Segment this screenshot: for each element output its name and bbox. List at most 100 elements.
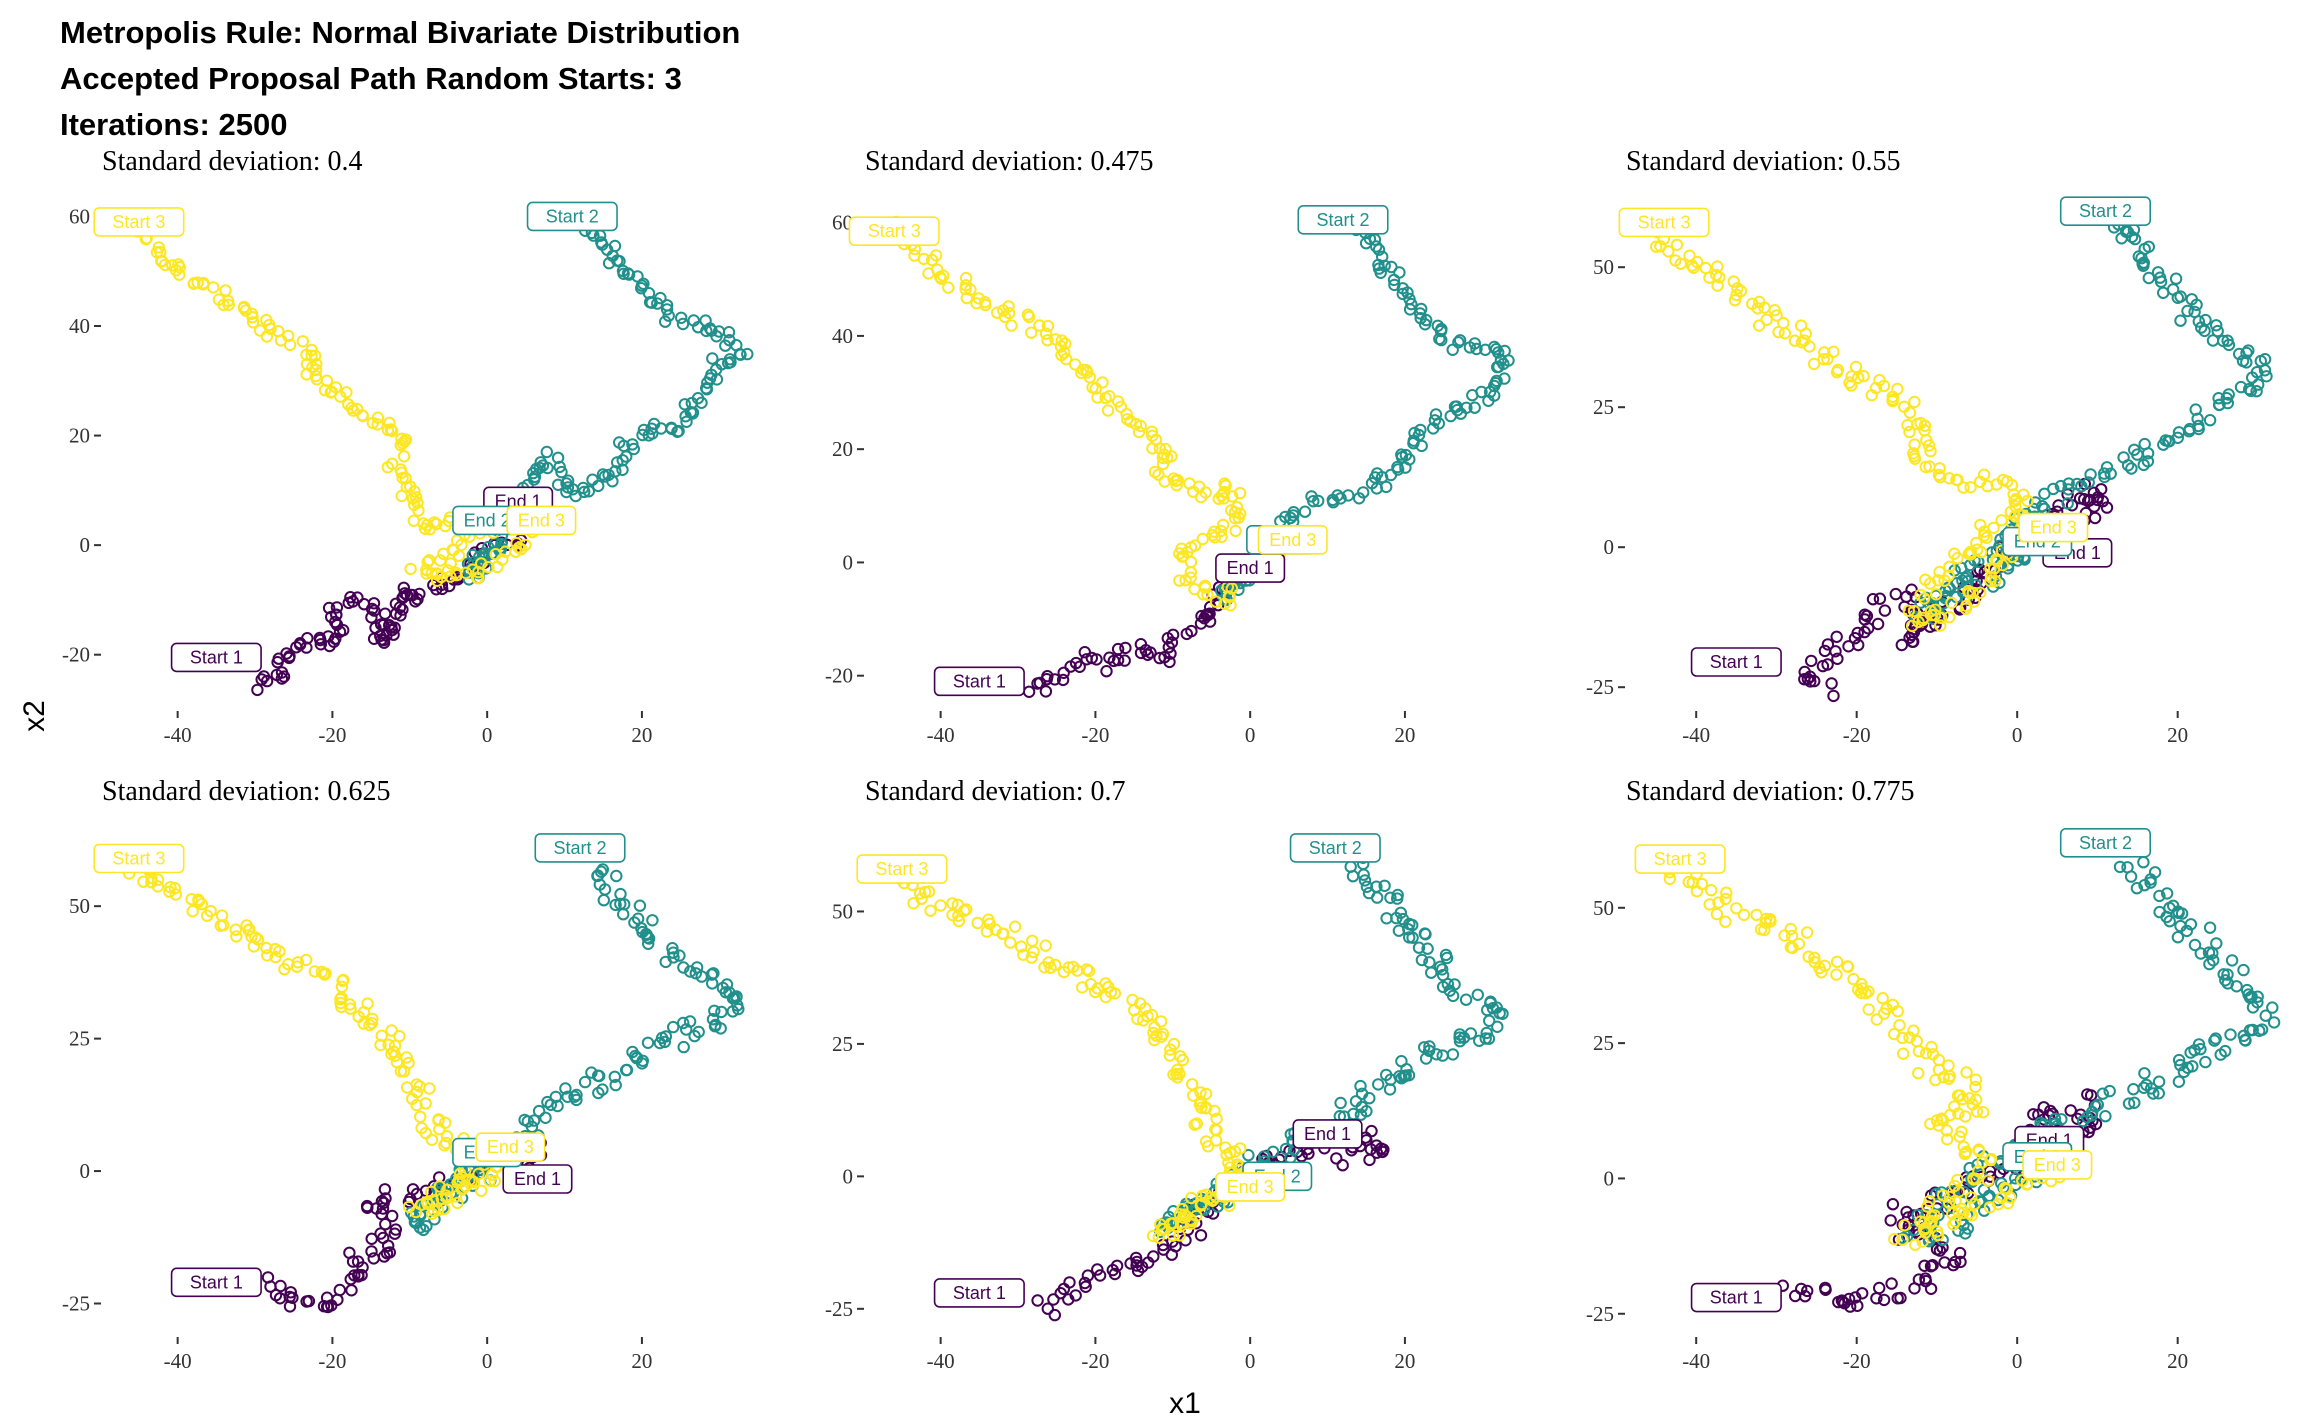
chain-2-point (2062, 483, 2075, 496)
label-text: Start 1 (953, 671, 1006, 691)
chain-3-point (151, 873, 165, 886)
chain-2-point (2198, 324, 2211, 338)
chain-3-point (1687, 261, 1700, 274)
label-text: End 3 (2034, 1155, 2081, 1175)
y-tick-label: 25 (1593, 1031, 1614, 1055)
chain-2-point (2203, 414, 2217, 427)
chain-3-point (381, 461, 394, 474)
chain-2-point (2194, 947, 2208, 960)
chain-1-point (1064, 660, 1077, 673)
chain-1-point (1873, 1281, 1886, 1295)
chain-3-point (983, 917, 996, 930)
chain-2-point (1393, 266, 1406, 279)
chain-3-point (318, 384, 332, 397)
chain-1-point (257, 670, 271, 683)
chain-2-point (2251, 990, 2264, 1003)
label-text: Start 1 (190, 647, 243, 667)
chain-3-point (1059, 352, 1073, 366)
chain-2-point (1405, 297, 1418, 311)
chain-2-point (555, 465, 568, 479)
label-text: Start 1 (953, 1283, 1006, 1303)
chain-1-point (1364, 1143, 1378, 1156)
label-box (526, 201, 618, 232)
chain-2-point (1334, 1096, 1347, 1110)
chain-3-point (1770, 309, 1783, 322)
facet-title-6: Standard deviation: 0.775 (1626, 776, 1915, 807)
chain-3-point (1187, 1089, 1200, 1102)
path-label-end-3: End 3 (506, 505, 577, 536)
chain-3-point (482, 561, 495, 574)
chain-2-point (2225, 954, 2239, 967)
chain-3-point (1877, 379, 1891, 393)
chain-3-point (1921, 1200, 1934, 1213)
chain-2-point (2260, 370, 2273, 383)
chain-2-point (1418, 318, 1432, 331)
chain-2-point (1392, 924, 1406, 937)
chain-2-point (409, 1214, 422, 1228)
chain-3-point (2008, 494, 2021, 508)
chain-2-point (2208, 1034, 2221, 1047)
chain-3-point (1918, 419, 1932, 432)
chain-2-point (2181, 304, 2194, 318)
chain-2-point (2062, 477, 2075, 490)
chain-1-point (1370, 1146, 1384, 1159)
chain-3-point (242, 924, 255, 937)
chain-1-point (351, 1255, 365, 1268)
chain-3-point (425, 1185, 438, 1199)
path-label-start-3: Start 3 (1634, 844, 1726, 874)
chain-3-point (1713, 271, 1726, 284)
chain-2-points (1215, 215, 1515, 607)
chain-2-point (686, 407, 699, 420)
chain-1-point (302, 1294, 316, 1308)
chain-3-point (1208, 531, 1222, 544)
chain-3-point (439, 1116, 452, 1130)
chain-3-point (1978, 529, 1991, 542)
chain-2-point (677, 1016, 690, 1030)
path-label-end-1: End 1 (1292, 1119, 1363, 1149)
chain-3-point (1888, 1233, 1901, 1246)
chain-3-point (1670, 238, 1684, 252)
chain-3-point (431, 568, 444, 581)
chain-1-point (1093, 1269, 1107, 1282)
chain-2-point (1327, 496, 1340, 509)
chain-1-point (1789, 1289, 1802, 1303)
chain-2-point (540, 445, 553, 459)
chain-1-point (1048, 1308, 1062, 1322)
chain-1-point (1819, 1283, 1832, 1297)
chain-2-point (1444, 409, 1457, 423)
path-label-start-1: Start 1 (933, 1278, 1025, 1308)
chain-2-point (2174, 919, 2187, 933)
chain-1-point (365, 611, 378, 624)
chain-3-point (1176, 550, 1189, 563)
chain-3-point (997, 304, 1010, 317)
chain-2-point (1352, 492, 1366, 505)
chain-3-point (952, 914, 965, 928)
chain-3-point (1934, 619, 1947, 632)
label-text: Start 3 (1638, 212, 1691, 232)
chain-2-point (705, 968, 718, 981)
chain-2-point (2210, 319, 2223, 332)
chain-3-point (1049, 958, 1062, 972)
chain-1-point (1041, 670, 1054, 683)
chain-2-point (2128, 232, 2142, 246)
chain-1-point (1804, 675, 1817, 688)
chain-2-point (2219, 974, 2232, 987)
chain-2-point (1419, 928, 1432, 941)
chain-2-point (2153, 889, 2166, 903)
chain-2-point (1374, 266, 1387, 279)
chain-3-point (1798, 334, 1811, 347)
chain-3-point (439, 1136, 453, 1150)
chain-2-point (2070, 477, 2084, 491)
facet-panel-4: Standard deviation: 0.625 -25 0 25 50 -40 -20 0… (62, 776, 745, 1373)
chain-3-point (431, 1204, 445, 1217)
chain-2-point (1457, 1031, 1471, 1044)
chain-3-point (1965, 1209, 1979, 1222)
facet-title-1: Standard deviation: 0.4 (102, 146, 363, 177)
y-tick-label: 0 (1604, 1166, 1615, 1190)
chain-3-point (1089, 382, 1103, 395)
chain-1-point (411, 593, 424, 606)
chain-2-point (679, 410, 692, 423)
chain-3-point (1091, 391, 1104, 404)
path-label-start-1: Start 1 (170, 642, 262, 673)
chain-3-point (1870, 1013, 1884, 1026)
